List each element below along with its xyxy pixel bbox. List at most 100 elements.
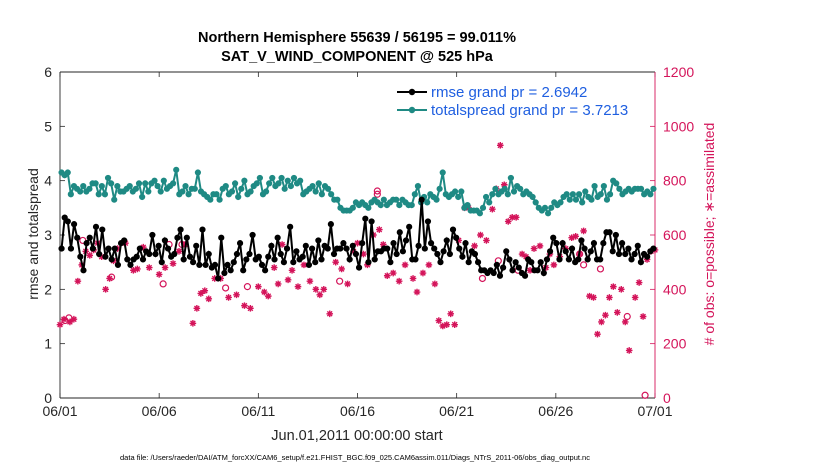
rmse-point <box>528 259 535 266</box>
obs-assimilated-marker <box>522 253 530 261</box>
spread-point <box>247 188 254 195</box>
rmse-point <box>625 245 632 252</box>
rmse-point <box>456 245 463 252</box>
rmse-point <box>327 221 334 228</box>
spread-point <box>151 177 158 184</box>
obs-assimilated-marker <box>455 237 462 244</box>
rmse-point <box>490 269 497 277</box>
obs-assimilated-marker <box>189 319 197 327</box>
rmse-point <box>568 245 576 252</box>
rmse-point <box>637 259 645 266</box>
obs-assimilated-marker <box>598 318 605 326</box>
rmse-point <box>240 267 247 274</box>
rmse-point <box>402 237 410 244</box>
y-left-tick-label: 6 <box>44 64 52 80</box>
spread-point <box>101 191 109 198</box>
obs-assimilated-marker <box>255 283 262 290</box>
rmse-point <box>86 234 93 241</box>
spread-point <box>290 174 298 182</box>
obs-assimilated-marker <box>74 277 82 285</box>
rmse-point <box>77 253 84 260</box>
obs-assimilated-marker <box>530 245 538 252</box>
rmse-line <box>60 199 655 279</box>
obs-assimilated-marker <box>413 288 421 296</box>
spread-point <box>541 204 549 211</box>
rmse-point <box>449 226 457 233</box>
spread-point <box>309 183 316 190</box>
obs-assimilated-marker <box>451 321 458 328</box>
rmse-point <box>96 250 103 258</box>
rmse-point <box>437 259 444 266</box>
chart-subtitle: SAT_V_WIND_COMPONENT @ 525 hPa <box>221 49 494 65</box>
obs-assimilated-marker <box>639 313 647 320</box>
obs-assimilated-marker <box>360 250 367 258</box>
spread-point <box>517 185 524 192</box>
obs-assimilated-marker <box>483 237 490 244</box>
rmse-point <box>262 267 269 274</box>
spread-point <box>579 199 586 206</box>
rmse-point <box>177 226 184 233</box>
rmse-point <box>597 256 604 263</box>
spread-point <box>650 185 657 192</box>
spread-point <box>393 196 400 203</box>
x-axis-label: Jun.01,2011 00:00:00 start <box>271 428 442 444</box>
spread-point <box>569 191 576 198</box>
spread-point <box>603 196 611 203</box>
rmse-point <box>312 259 319 266</box>
rmse-point <box>193 242 200 249</box>
spread-point <box>572 196 580 203</box>
spread-point <box>532 199 539 206</box>
rmse-point <box>180 256 187 263</box>
rmse-point <box>308 245 316 252</box>
rmse-point <box>277 250 284 258</box>
obs-assimilated-marker <box>425 261 433 269</box>
rmse-point <box>102 253 109 260</box>
rmse-point <box>459 253 466 260</box>
rmse-point <box>315 237 322 244</box>
rmse-point <box>644 253 651 260</box>
spread-point <box>312 188 319 195</box>
y-right-tick-label: 800 <box>663 173 687 189</box>
obs-assimilated-marker <box>435 317 443 324</box>
rmse-point <box>293 248 300 255</box>
rmse-point <box>74 234 81 241</box>
rmse-point <box>521 272 529 279</box>
spread-point <box>194 169 202 176</box>
spread-point <box>182 183 189 190</box>
obs-assimilated-marker <box>594 330 601 338</box>
obs-assimilated-marker <box>419 269 427 277</box>
spread-point <box>328 191 335 198</box>
spread-point <box>67 191 74 198</box>
rmse-point <box>155 242 162 249</box>
spread-point <box>92 180 99 187</box>
rmse-point <box>215 275 222 282</box>
spread-point <box>222 183 229 190</box>
spread-point <box>173 166 180 173</box>
plot-background <box>60 72 655 398</box>
obs-assimilated-marker <box>550 261 558 269</box>
rmse-point <box>255 253 262 260</box>
obs-assimilated-marker <box>508 214 516 221</box>
spread-point <box>504 191 511 198</box>
rmse-point <box>359 240 366 247</box>
rmse-point <box>534 267 541 274</box>
data-file-footer: data file: /Users/raeder/DAI/ATM_forcXX/… <box>120 453 590 462</box>
rmse-point <box>590 240 598 247</box>
obs-assimilated-marker <box>211 275 218 282</box>
rmse-point <box>412 256 419 263</box>
rmse-point <box>355 264 363 271</box>
spread-point <box>575 191 583 198</box>
obs-assimilated-marker <box>288 267 296 274</box>
rmse-point <box>396 229 403 236</box>
obs-assimilated-marker <box>260 288 268 296</box>
spread-point <box>213 191 220 198</box>
obs-assimilated-marker <box>518 250 526 258</box>
rmse-point <box>283 245 291 252</box>
rmse-point <box>89 245 96 252</box>
spread-point <box>479 204 487 211</box>
spread-point <box>582 188 589 195</box>
obs-assimilated-marker <box>350 248 357 255</box>
rmse-point <box>337 245 344 252</box>
y-axis-right-label: # of obs: o=possible; ∗=assimilated <box>701 123 717 346</box>
